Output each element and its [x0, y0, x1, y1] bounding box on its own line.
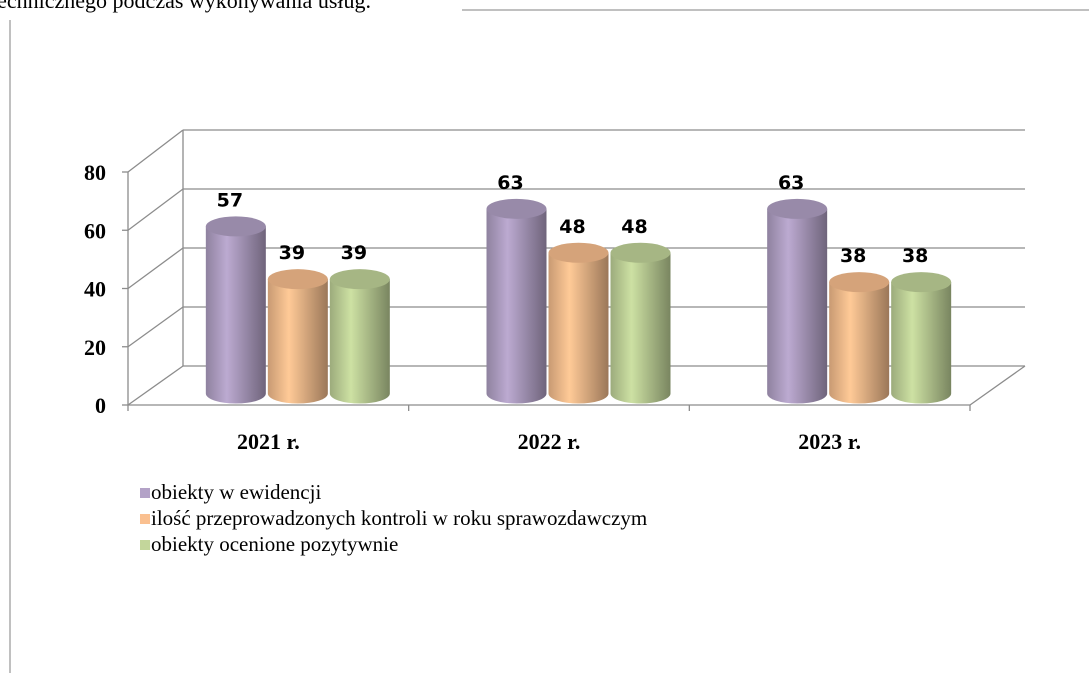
bar — [829, 282, 890, 404]
bar-top — [767, 198, 828, 219]
legend-swatch — [140, 514, 150, 524]
bar — [205, 226, 266, 404]
data-label: 38 — [840, 245, 866, 267]
x-tick-label: 2021 r. — [237, 429, 300, 454]
bar — [891, 282, 952, 404]
legend-label: obiekty ocenione pozytywnie — [151, 532, 398, 556]
bar — [548, 252, 609, 404]
data-label: 39 — [279, 242, 305, 264]
data-label: 63 — [778, 172, 804, 194]
data-label: 38 — [902, 245, 928, 267]
data-label: 63 — [497, 172, 523, 194]
bar-top — [891, 272, 952, 293]
data-label: 57 — [217, 189, 243, 211]
bar — [767, 208, 828, 404]
data-label: 39 — [341, 242, 367, 264]
bar-top — [829, 272, 890, 293]
y-tick-label: 20 — [84, 335, 106, 360]
grid-line — [127, 306, 184, 348]
x-tick-label: 2022 r. — [518, 429, 581, 454]
grid-line — [127, 188, 184, 231]
legend-swatch — [140, 540, 150, 550]
grid-line — [127, 365, 184, 406]
legend-label: ilość przeprowadzonych kontroli w roku s… — [151, 506, 647, 530]
bar — [486, 208, 547, 404]
bar-top — [329, 269, 390, 290]
y-tick-label: 40 — [84, 277, 106, 302]
legend-swatch — [140, 488, 150, 498]
data-label: 48 — [559, 216, 585, 238]
y-tick-label: 0 — [95, 393, 106, 418]
document-text: technicznego podczas wykonywania usług. — [0, 0, 371, 13]
bar — [610, 252, 671, 404]
y-tick-label: 60 — [84, 218, 106, 243]
bar-top — [548, 242, 609, 263]
bar-top — [486, 198, 547, 219]
legend-label: obiekty w ewidencji — [151, 480, 321, 504]
grid-line — [127, 247, 184, 290]
bar — [329, 279, 390, 404]
bar-top — [205, 216, 266, 237]
y-tick-label: 80 — [84, 160, 106, 185]
bar — [267, 279, 328, 404]
bar-top — [610, 242, 671, 263]
bar-top — [267, 269, 328, 290]
x-tick-label: 2023 r. — [798, 429, 861, 454]
grid-line — [127, 129, 184, 173]
floor-right — [969, 365, 1026, 406]
data-label: 48 — [621, 216, 647, 238]
